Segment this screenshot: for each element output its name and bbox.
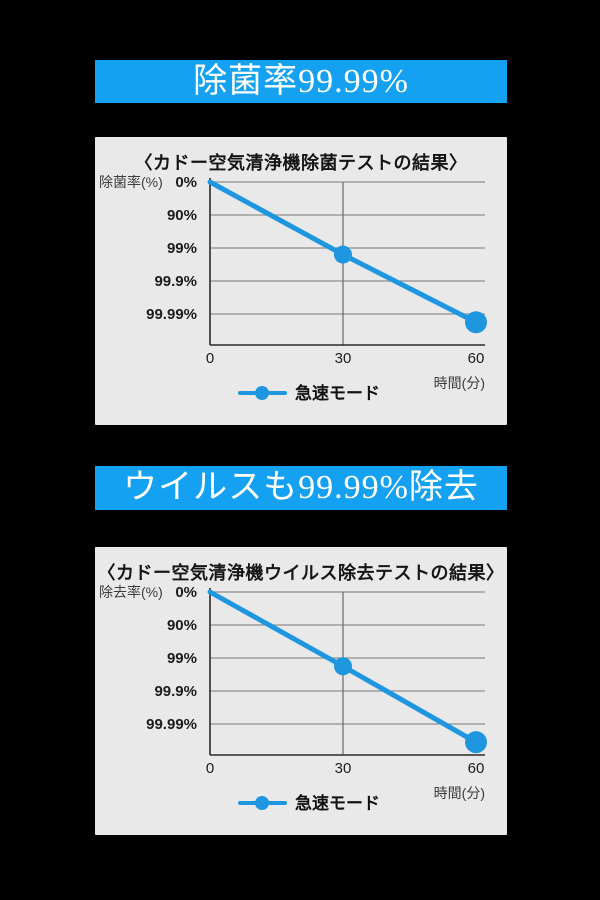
- data-point: [465, 731, 487, 754]
- y-tick-label: 99.9%: [154, 273, 197, 290]
- x-tick-label: 0: [206, 760, 214, 777]
- x-tick-label: 60: [468, 760, 485, 777]
- y-tick-label: 90%: [167, 617, 197, 634]
- data-point: [334, 245, 352, 264]
- x-tick-label: 30: [335, 760, 352, 777]
- chart-plot-virus: 0% 90% 99% 99.9% 99.99% 除去率(%) 0 30 60 時間(分) 急速モード: [99, 584, 487, 813]
- x-axis-unit-label: 時間(分): [434, 375, 485, 391]
- y-tick-label: 99.99%: [146, 716, 197, 733]
- legend-dot-marker: [255, 386, 269, 400]
- headline-text-virus: ウイルスも99.99%除去: [123, 469, 479, 506]
- y-tick-label: 99%: [167, 240, 197, 257]
- chart-panel-sterilization: 〈カドー空気清浄機除菌テストの結果〉 0% 90% 99% 99.9% 99.99% 除菌…: [95, 137, 507, 425]
- headline-banner-sterilization: 除菌率99.99%: [95, 60, 507, 103]
- x-tick-label: 60: [468, 350, 485, 367]
- y-axis-unit-label: 除去率(%): [99, 584, 163, 600]
- headline-text-sterilization: 除菌率99.99%: [193, 62, 409, 100]
- chart-plot-sterilization: 0% 90% 99% 99.9% 99.99% 除菌率(%) 0 30 60 時間(分) 急速モード: [99, 174, 487, 403]
- legend-dot-marker: [255, 796, 269, 810]
- headline-banner-virus: ウイルスも99.99%除去: [95, 466, 507, 510]
- y-tick-label: 99%: [167, 650, 197, 667]
- y-tick-label: 90%: [167, 207, 197, 224]
- y-tick-label: 99.99%: [146, 306, 197, 323]
- chart-title-virus: 〈カドー空気清浄機ウイルス除去テストの結果〉: [97, 563, 505, 583]
- y-tick-label: 0%: [175, 174, 197, 191]
- chart-panel-virus: 〈カドー空気清浄機ウイルス除去テストの結果〉 0% 90% 99% 99.9% 99.9…: [95, 547, 507, 835]
- y-tick-label: 0%: [175, 584, 197, 601]
- legend-label: 急速モード: [295, 793, 380, 813]
- data-point: [465, 311, 487, 334]
- data-point: [334, 657, 352, 676]
- y-tick-label: 99.9%: [154, 683, 197, 700]
- y-axis-unit-label: 除菌率(%): [99, 174, 163, 190]
- legend-label: 急速モード: [295, 383, 380, 403]
- x-tick-label: 30: [335, 350, 352, 367]
- x-axis-unit-label: 時間(分): [434, 785, 485, 801]
- x-tick-label: 0: [206, 350, 214, 367]
- chart-title-sterilization: 〈カドー空気清浄機除菌テストの結果〉: [134, 153, 468, 173]
